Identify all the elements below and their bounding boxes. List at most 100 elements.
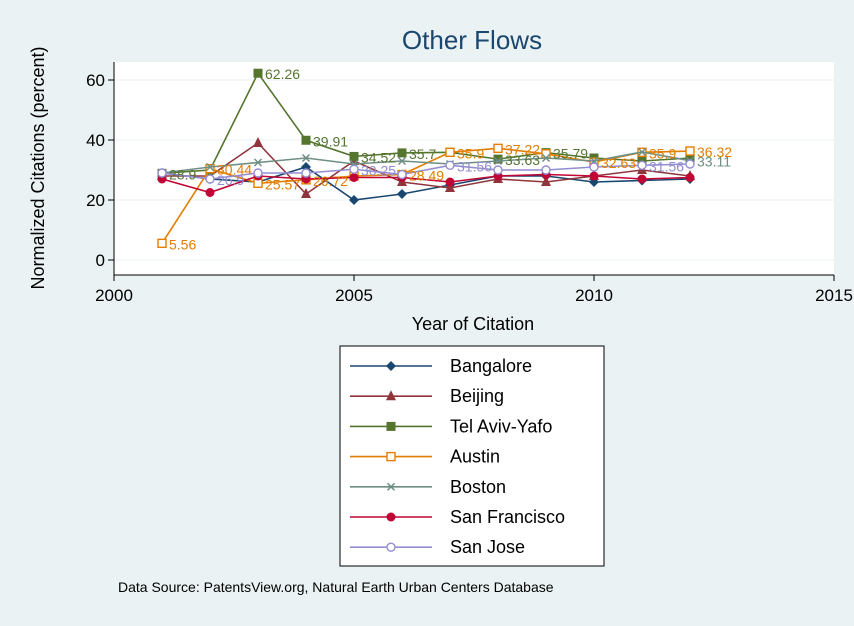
series-san-jose	[157, 159, 695, 184]
data-point	[541, 149, 551, 159]
data-point	[397, 169, 407, 180]
legend-item: Boston	[350, 477, 506, 497]
legend-label: Boston	[450, 477, 506, 497]
data-point	[205, 174, 215, 184]
data-point	[685, 146, 695, 156]
data-point	[397, 189, 407, 199]
data-point	[205, 162, 215, 172]
data-point	[157, 168, 167, 178]
data-label: 26.9	[217, 172, 244, 188]
data-point	[349, 195, 359, 205]
data-point	[349, 151, 359, 161]
data-point	[205, 163, 215, 174]
data-label: 62.26	[265, 66, 300, 82]
x-tick-label: 2005	[335, 286, 373, 305]
data-point	[445, 160, 455, 171]
legend-label: San Jose	[450, 537, 525, 557]
x-tick-label: 2000	[95, 286, 133, 305]
data-point	[685, 159, 695, 169]
legend-item: Beijing	[350, 386, 504, 406]
data-point	[589, 171, 599, 181]
data-label: 34.52	[361, 149, 396, 165]
data-point	[301, 188, 311, 198]
data-point	[349, 173, 359, 182]
data-point	[541, 153, 551, 163]
data-label: 35.79	[553, 146, 588, 162]
data-label: 33.63	[505, 152, 540, 168]
data-label: 37.22	[505, 141, 540, 157]
series-line	[161, 163, 691, 180]
data-point	[445, 182, 455, 192]
data-label: 30.44	[217, 162, 252, 178]
data-label: 35.7	[409, 146, 436, 162]
series-line	[162, 141, 691, 196]
data-point	[253, 168, 263, 178]
data-label: 28.49	[409, 168, 444, 184]
data-point	[397, 148, 407, 158]
plot-area	[114, 62, 834, 275]
legend-marker	[386, 451, 396, 462]
data-point	[637, 147, 647, 157]
data-label: 31.56	[649, 158, 684, 174]
data-point	[445, 177, 455, 187]
data-point	[493, 143, 503, 154]
x-tick-label: 2010	[575, 286, 613, 305]
data-point	[349, 164, 359, 174]
data-point	[301, 135, 311, 145]
data-label: 35.9	[649, 145, 676, 161]
data-point	[253, 137, 263, 147]
data-label: 39.91	[313, 133, 348, 149]
series-line	[161, 71, 691, 175]
axes: 0 20 40 60 2000 2005 2010 2015	[86, 62, 853, 305]
data-point	[253, 68, 263, 78]
data-point	[205, 188, 215, 197]
legend-marker	[386, 512, 396, 522]
legend-marker	[386, 421, 396, 431]
data-point	[541, 176, 551, 186]
legend-label: Austin	[450, 447, 500, 467]
data-label: 26.72	[313, 173, 348, 189]
data-label: 32.63	[601, 155, 636, 171]
legend-label: Beijing	[450, 386, 504, 406]
data-label: 36.32	[697, 144, 732, 160]
series-line	[161, 151, 691, 174]
data-label: 35.9	[457, 145, 484, 161]
legend-marker	[386, 542, 396, 552]
data-point	[493, 154, 503, 164]
series-line	[161, 147, 691, 244]
legend-marker	[386, 390, 396, 401]
data-point	[445, 147, 455, 158]
data-label: 33.11	[697, 154, 731, 170]
legend-item: San Jose	[350, 537, 525, 557]
legend-label: Bangalore	[450, 356, 532, 376]
data-point	[541, 165, 551, 175]
data-label: 5.56	[169, 236, 196, 252]
data-label: 30.25	[361, 162, 396, 178]
legend: Bangalore Beijing Tel Aviv-Yafo Austin Bosto…	[350, 356, 565, 557]
data-point	[637, 160, 647, 171]
y-tick-label: 0	[96, 251, 105, 270]
data-point	[637, 174, 647, 184]
legend-item: Bangalore	[350, 356, 532, 376]
data-point	[685, 173, 695, 182]
x-axis-label: Year of Citation	[412, 314, 534, 334]
legend-marker	[386, 361, 396, 371]
data-source-note: Data Source: PatentsView.org, Natural Ea…	[118, 579, 554, 595]
legend-label: Tel Aviv-Yafo	[450, 416, 552, 436]
legend-item: Austin	[350, 447, 500, 467]
data-label: 28.9	[169, 166, 196, 182]
y-axis-label: Normalized Citations (percent)	[28, 46, 48, 289]
data-label-layer: 28.9 62.26 39.91 34.52 35.7 33.63 35.79 5.56 30.…	[169, 66, 732, 252]
x-tick-label: 2015	[815, 286, 853, 305]
grid-lines	[114, 79, 834, 261]
data-point	[493, 165, 503, 175]
legend-item: San Francisco	[350, 507, 565, 527]
legend-label: San Francisco	[450, 507, 565, 527]
series-line	[161, 173, 691, 194]
y-tick-label: 40	[86, 131, 105, 150]
legend-item: Tel Aviv-Yafo	[350, 416, 552, 436]
data-point	[253, 158, 263, 167]
data-label: 25.57	[265, 176, 300, 192]
